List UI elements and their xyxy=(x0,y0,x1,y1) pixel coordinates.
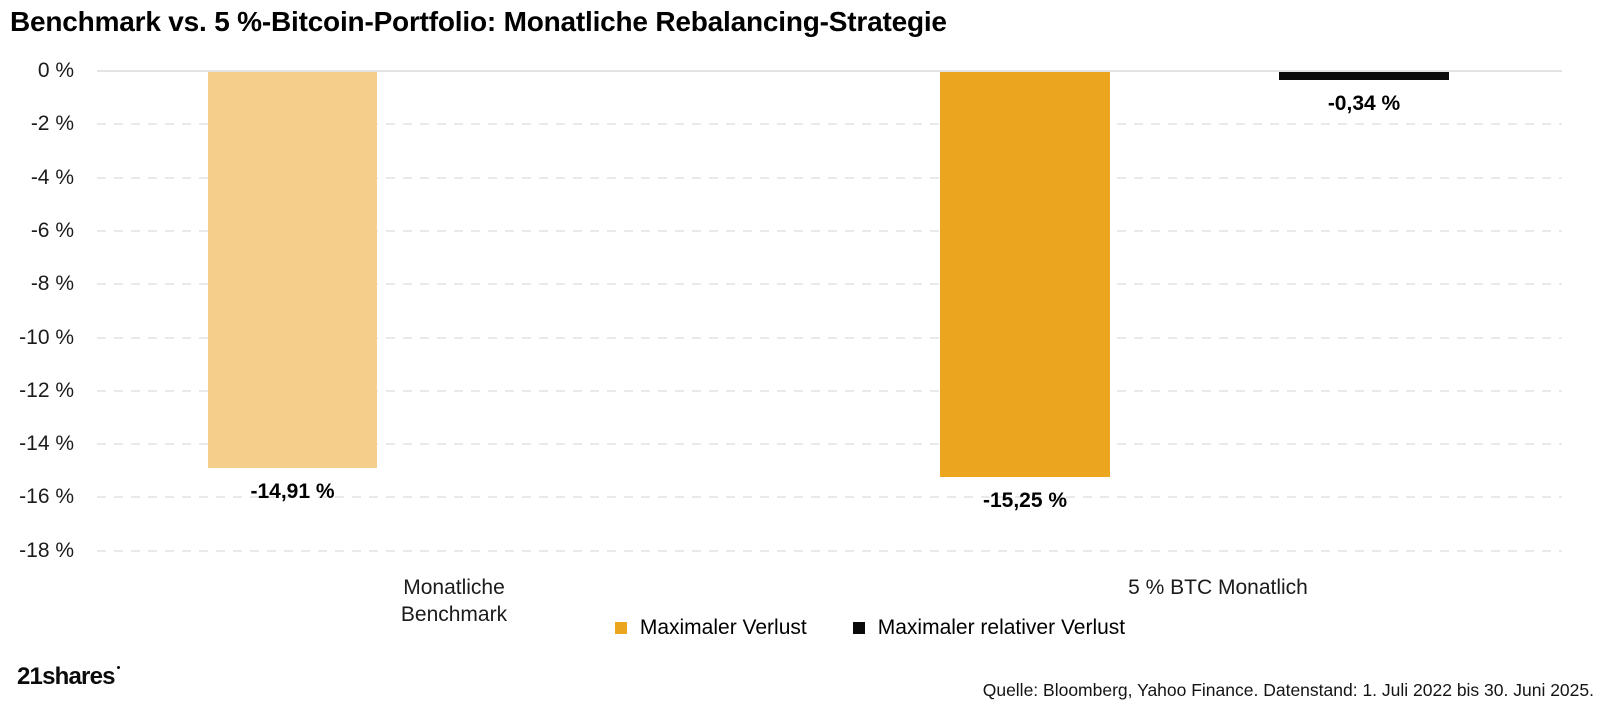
logo-trademark-dot-icon xyxy=(116,666,120,669)
gridline xyxy=(97,230,1562,232)
bar-maximaler-relativer-verlust-3 xyxy=(1279,72,1449,80)
y-axis-tick-label: -2 % xyxy=(30,112,74,135)
gridline xyxy=(97,550,1562,552)
x-axis-label-monatliche-benchmark: Monatliche Benchmark xyxy=(400,576,508,626)
21shares-logo: 21shares xyxy=(17,663,120,691)
legend-swatch-orange-icon xyxy=(614,622,627,634)
bar-value-label: -14,91 % xyxy=(250,480,335,503)
gridline xyxy=(97,123,1562,125)
gridline xyxy=(97,390,1562,392)
source-note: Quelle: Bloomberg, Yahoo Finance. Datens… xyxy=(982,680,1594,700)
chart-title: Benchmark vs. 5 %-Bitcoin-Portfolio: Mon… xyxy=(10,6,947,37)
y-axis-tick-label: -10 % xyxy=(19,326,74,349)
y-axis-tick-label: -16 % xyxy=(19,485,74,508)
bar-maximaler-verlust-1 xyxy=(208,72,377,468)
gridline xyxy=(97,337,1562,339)
y-axis-tick-label: -4 % xyxy=(30,166,74,189)
y-axis-tick-label: -8 % xyxy=(30,272,74,295)
legend-item-maximaler-relativer-verlust: Maximaler relativer Verlust xyxy=(852,616,1126,640)
y-axis-tick-label: -12 % xyxy=(19,379,74,402)
x-axis-label-5-btc-monatlich: 5 % BTC Monatlich xyxy=(1128,576,1308,599)
21shares-logo-text: 21shares xyxy=(17,663,115,690)
y-axis-tick-label: -6 % xyxy=(30,219,74,242)
gridline xyxy=(97,443,1562,445)
legend: Maximaler Verlust Maximaler relativer Ve… xyxy=(140,616,1600,640)
zero-gridline xyxy=(97,70,1562,72)
gridline xyxy=(97,177,1562,179)
gridline xyxy=(97,496,1562,498)
bar-value-label: -0,34 % xyxy=(1327,92,1401,115)
gridline xyxy=(97,283,1562,285)
legend-item-maximaler-verlust: Maximaler Verlust xyxy=(614,616,807,640)
bar-maximaler-verlust-2 xyxy=(940,72,1110,477)
y-axis-tick-label: 0 % xyxy=(37,59,74,82)
y-axis-tick-label: -14 % xyxy=(19,432,74,455)
legend-label-maximaler-relativer-verlust: Maximaler relativer Verlust xyxy=(877,616,1126,639)
legend-swatch-black-icon xyxy=(852,622,865,634)
bar-value-label: -15,25 % xyxy=(982,489,1068,512)
y-axis-tick-label: -18 % xyxy=(19,539,74,562)
legend-label-maximaler-verlust: Maximaler Verlust xyxy=(639,616,807,639)
